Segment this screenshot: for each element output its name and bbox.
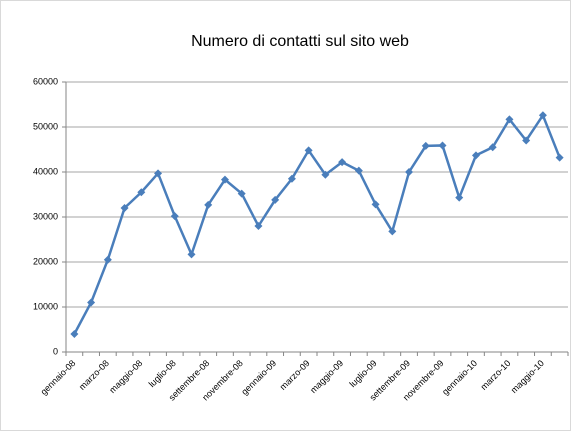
data-point xyxy=(321,170,330,179)
data-point xyxy=(538,111,547,120)
data-point xyxy=(254,222,263,230)
data-point xyxy=(304,146,313,155)
data-point xyxy=(187,250,196,259)
data-point xyxy=(87,298,96,307)
data-point xyxy=(421,141,430,150)
data-point xyxy=(371,200,380,209)
data-point xyxy=(438,141,447,150)
data-point xyxy=(103,255,112,264)
y-tick-label: 60000 xyxy=(33,76,58,86)
y-tick-label: 0 xyxy=(53,346,58,356)
data-point xyxy=(237,189,246,198)
data-point xyxy=(388,227,397,236)
data-point xyxy=(522,136,531,145)
data-point xyxy=(555,153,564,162)
data-point xyxy=(154,169,163,178)
data-point xyxy=(204,200,213,209)
y-tick-label: 30000 xyxy=(33,211,58,221)
data-point xyxy=(405,168,414,176)
data-point xyxy=(70,330,79,338)
data-point xyxy=(488,143,497,152)
y-tick-label: 20000 xyxy=(33,256,58,266)
data-point xyxy=(354,166,363,175)
y-tick-label: 10000 xyxy=(33,301,58,311)
line-series xyxy=(73,112,561,335)
data-point xyxy=(505,115,514,124)
y-tick-label: 50000 xyxy=(33,121,58,131)
y-tick-label: 40000 xyxy=(33,166,58,176)
chart-title: Numero di contatti sul sito web xyxy=(191,33,409,50)
data-point xyxy=(137,188,146,197)
data-point xyxy=(287,174,296,183)
data-point xyxy=(170,212,179,221)
data-point xyxy=(271,195,280,204)
data-point xyxy=(120,204,129,212)
data-point xyxy=(220,175,229,184)
data-point xyxy=(471,151,480,160)
data-point xyxy=(455,193,464,202)
data-point xyxy=(338,158,347,167)
